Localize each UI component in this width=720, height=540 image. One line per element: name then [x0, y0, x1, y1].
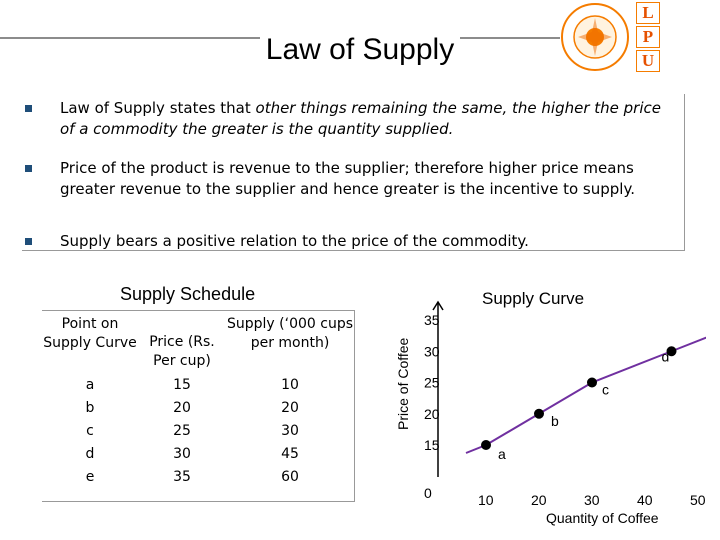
bullet-icon [25, 165, 32, 172]
table-header: Price (Rs. Per cup) [149, 334, 215, 369]
university-seal-logo [561, 3, 629, 71]
x-axis-label: Quantity of Coffee [546, 510, 659, 526]
table-cell: 35 [173, 469, 191, 485]
y-tick-label: 20 [424, 406, 440, 422]
table-cell: 20 [281, 400, 299, 416]
logo-letter: P [636, 26, 660, 48]
y-tick-label: 25 [424, 375, 440, 391]
logo-letter: U [636, 50, 660, 72]
bullet-text: Supply bears a positive relation to the … [60, 232, 529, 250]
chart-title: Supply Curve [482, 289, 584, 308]
data-point [666, 346, 677, 357]
y-tick-label: 0 [424, 485, 432, 501]
supply-curve-chart: Supply Curve Price of Coffee Quantity of C… [395, 289, 706, 526]
table-cell: c [86, 423, 94, 439]
y-tick-label: 35 [424, 312, 440, 328]
table-cell: 45 [281, 446, 299, 462]
table-cell: 20 [173, 400, 191, 416]
table-cell: d [85, 446, 95, 462]
point-label: d [662, 348, 670, 364]
table-cell: 30 [281, 423, 299, 439]
y-axis-arrow [432, 300, 444, 311]
data-point [587, 377, 597, 388]
table-cell: e [85, 469, 95, 485]
table-cell: 60 [281, 469, 299, 485]
table-cell: 30 [173, 446, 191, 462]
table-cell: 10 [281, 377, 299, 393]
x-tick-label: 20 [531, 492, 547, 508]
page-title: Law of Supply [0, 30, 720, 70]
x-tick-label: 10 [478, 492, 494, 508]
bullet-icon [25, 238, 32, 245]
table-header: Point on Supply Curve [43, 316, 137, 351]
supply-schedule-table: Point on Supply Curve Price (Rs. Per cup… [42, 310, 355, 502]
y-axis-label: Price of Coffee [395, 337, 411, 430]
point-label: c [602, 382, 609, 398]
schedule-title: Supply Schedule [120, 284, 256, 304]
table-cell: 25 [173, 423, 191, 439]
x-tick-label: 30 [584, 492, 600, 508]
data-point [534, 408, 544, 419]
bullet-text: Price of the product is revenue to the s… [60, 159, 635, 198]
table-cell: 15 [173, 377, 191, 393]
y-tick-label: 15 [424, 437, 440, 453]
table-cell: b [85, 400, 95, 416]
bullet-text: Law of Supply states that [60, 99, 256, 117]
point-label: a [498, 446, 506, 462]
y-tick-label: 30 [424, 343, 440, 359]
table-cell: a [85, 377, 95, 393]
bullet-icon [25, 105, 32, 112]
lpu-logo: L P U [636, 2, 660, 74]
x-tick-label: 40 [637, 492, 653, 508]
data-point [481, 440, 491, 450]
bullet-list: Law of Supply states that other things r… [22, 94, 685, 251]
logo-letter: L [636, 2, 660, 24]
x-tick-label: 50 [690, 492, 706, 508]
bullet-italic-text: other things remaining the same, the hig… [60, 99, 661, 138]
table-header: Supply (‘000 cups per month) [227, 316, 353, 351]
point-label: b [551, 413, 559, 429]
supply-curve-line [465, 336, 706, 454]
